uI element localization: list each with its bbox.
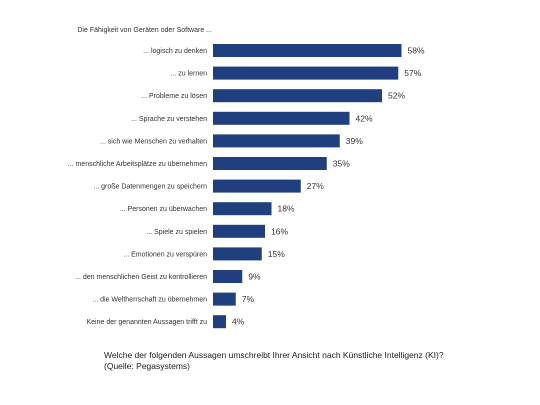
caption-source: (Quelle: Pegasystems) [104, 360, 190, 371]
category-label: ... große Datenmengen zu speichern [93, 184, 207, 191]
data-label: 52% [388, 91, 405, 101]
bar [213, 134, 340, 148]
bar [213, 224, 265, 238]
bar [213, 111, 350, 125]
data-label: 39% [346, 136, 363, 146]
bar [213, 270, 243, 283]
bar [213, 202, 272, 216]
category-label: ... die Weltherrschaft zu übernehmen [92, 297, 207, 304]
category-label: Keine der genannten Aussagen trifft zu [86, 319, 207, 326]
data-label: 18% [278, 204, 295, 214]
data-label: 27% [307, 181, 324, 191]
bar [213, 315, 226, 329]
chart-intro-label: Die Fähigkeit von Geräten oder Software … [77, 27, 212, 34]
bar [213, 247, 262, 261]
bar [213, 157, 327, 170]
category-label: ... Personen zu überwachen [120, 206, 207, 213]
data-label: 16% [271, 226, 288, 236]
data-label: 42% [356, 113, 373, 123]
bar [213, 292, 236, 306]
data-label: 58% [408, 46, 425, 56]
data-label: 57% [404, 68, 421, 78]
category-label: ... sich wie Menschen zu verhalten [100, 138, 207, 145]
data-label: 15% [268, 249, 285, 259]
bars-group: ... logisch zu denken 58% ... zu lernen 57%… [68, 44, 425, 329]
category-label: ... logisch zu denken [143, 48, 207, 55]
bar [213, 179, 301, 193]
caption-question: Welche der folgenden Aussagen umschreibt… [104, 350, 444, 360]
data-label: 7% [242, 294, 255, 304]
category-label: ... den menschlichen Geist zu kontrollie… [75, 274, 207, 281]
category-label: ... Emotionen zu verspüren [123, 251, 207, 258]
category-label: ... Spiele zu spielen [146, 229, 207, 236]
chart-caption: Welche der folgenden Aussagen umschreibt… [104, 350, 524, 371]
data-label: 4% [232, 317, 245, 327]
bar [213, 44, 402, 57]
category-label: ... Sprache zu verstehen [131, 116, 207, 123]
category-label: ... menschliche Arbeitsplätze zu überneh… [68, 161, 207, 168]
category-label: ... Probleme zu lösen [141, 93, 207, 100]
bar [213, 66, 399, 80]
category-label: ... zu lernen [170, 71, 207, 78]
bar [213, 89, 382, 103]
data-label: 9% [248, 272, 261, 282]
data-label: 35% [333, 159, 350, 169]
